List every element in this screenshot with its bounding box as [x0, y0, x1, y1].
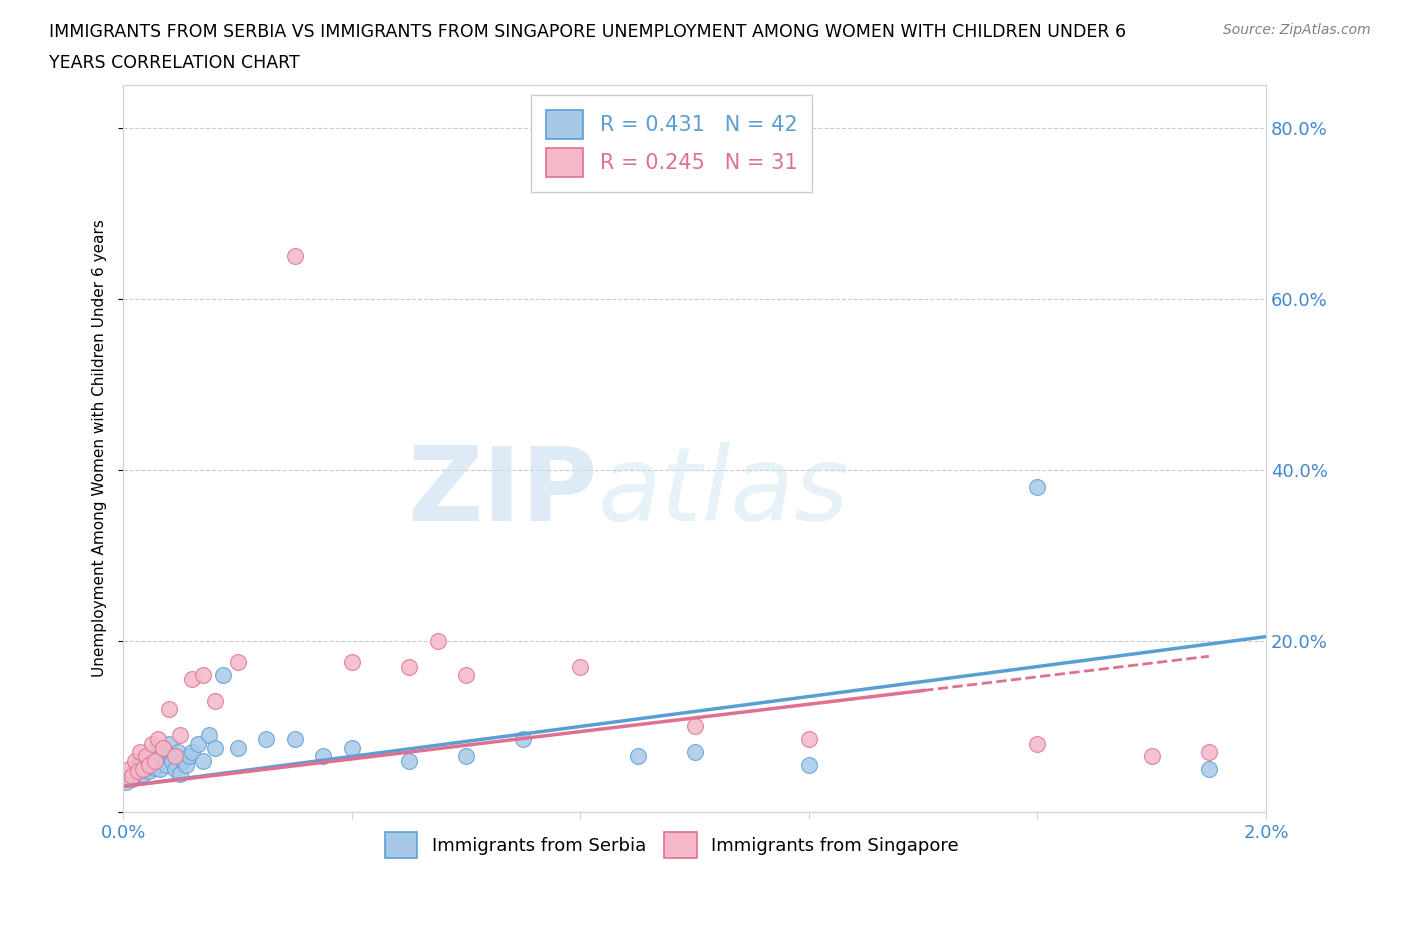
Point: [127, 764, 149, 778]
Point: [163, 749, 186, 764]
Point: [172, 753, 194, 768]
Point: [340, 740, 363, 755]
Point: [340, 655, 363, 670]
Point: [1140, 749, 1163, 764]
Point: [312, 749, 335, 764]
Point: [212, 668, 235, 683]
Text: atlas: atlas: [598, 442, 849, 542]
Y-axis label: Unemployment Among Women with Children Under 6 years: Unemployment Among Women with Children U…: [93, 219, 107, 677]
Point: [398, 659, 420, 674]
Text: IMMIGRANTS FROM SERBIA VS IMMIGRANTS FROM SINGAPORE UNEMPLOYMENT AMONG WOMEN WIT: IMMIGRANTS FROM SERBIA VS IMMIGRANTS FRO…: [49, 23, 1126, 41]
Point: [226, 655, 249, 670]
Point: [115, 770, 138, 785]
Point: [174, 758, 197, 773]
Point: [169, 766, 191, 781]
Point: [135, 749, 157, 764]
Point: [193, 668, 215, 683]
Point: [146, 732, 169, 747]
Point: [155, 758, 177, 773]
Point: [180, 745, 202, 760]
Point: [456, 668, 478, 683]
Point: [226, 740, 249, 755]
Point: [398, 753, 420, 768]
Point: [797, 758, 820, 773]
Point: [163, 762, 186, 777]
Point: [284, 248, 307, 263]
Point: [124, 753, 146, 768]
Point: [115, 775, 138, 790]
Point: [426, 633, 449, 648]
Point: [1198, 745, 1220, 760]
Text: Source: ZipAtlas.com: Source: ZipAtlas.com: [1223, 23, 1371, 37]
Point: [141, 745, 163, 760]
Point: [149, 762, 172, 777]
Point: [1026, 480, 1049, 495]
Text: YEARS CORRELATION CHART: YEARS CORRELATION CHART: [49, 54, 299, 72]
Point: [141, 737, 163, 751]
Point: [129, 745, 152, 760]
Point: [284, 732, 307, 747]
Point: [569, 659, 592, 674]
Point: [204, 694, 226, 709]
Legend: Immigrants from Serbia, Immigrants from Singapore: Immigrants from Serbia, Immigrants from …: [378, 825, 966, 865]
Point: [118, 770, 141, 785]
Point: [180, 672, 202, 687]
Point: [683, 745, 706, 760]
Point: [456, 749, 478, 764]
Point: [143, 753, 166, 768]
Point: [512, 732, 534, 747]
Point: [177, 749, 200, 764]
Point: [138, 764, 160, 778]
Point: [157, 737, 180, 751]
Point: [166, 745, 188, 760]
Point: [127, 768, 149, 783]
Point: [1198, 762, 1220, 777]
Point: [121, 768, 143, 783]
Point: [204, 740, 226, 755]
Point: [132, 762, 155, 777]
Point: [138, 758, 160, 773]
Point: [169, 727, 191, 742]
Point: [118, 762, 141, 777]
Point: [193, 753, 215, 768]
Point: [626, 749, 648, 764]
Point: [198, 727, 221, 742]
Point: [254, 732, 277, 747]
Point: [132, 766, 155, 781]
Point: [129, 753, 152, 768]
Point: [157, 702, 180, 717]
Point: [135, 758, 157, 773]
Point: [187, 737, 209, 751]
Text: ZIP: ZIP: [408, 442, 598, 542]
Point: [121, 772, 143, 787]
Point: [152, 740, 174, 755]
Point: [1026, 737, 1049, 751]
Point: [160, 753, 183, 768]
Point: [124, 762, 146, 777]
Point: [797, 732, 820, 747]
Point: [143, 760, 166, 775]
Point: [146, 749, 169, 764]
Point: [683, 719, 706, 734]
Point: [152, 740, 174, 755]
